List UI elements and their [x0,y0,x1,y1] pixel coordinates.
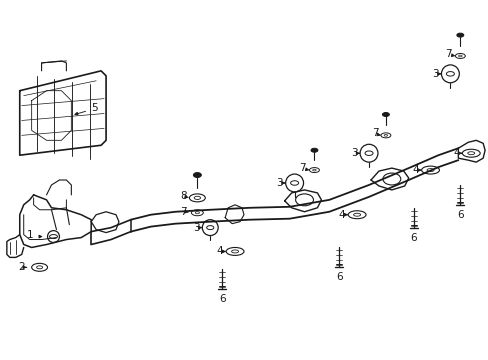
Text: 2: 2 [19,262,25,272]
Ellipse shape [310,148,317,152]
Text: 6: 6 [409,233,416,243]
Text: 8: 8 [180,191,186,201]
Text: 5: 5 [91,103,97,113]
Text: 3: 3 [350,148,357,158]
Text: 4: 4 [411,165,418,175]
Text: 6: 6 [335,272,342,282]
Text: 3: 3 [276,178,283,188]
Text: 3: 3 [193,222,199,233]
Ellipse shape [382,113,388,117]
Text: 1: 1 [26,230,33,239]
Ellipse shape [193,172,201,177]
Text: 7: 7 [180,207,186,217]
Text: 7: 7 [299,163,305,173]
Text: 7: 7 [371,129,378,138]
Text: 7: 7 [444,49,451,59]
Text: 6: 6 [219,294,225,304]
Text: 3: 3 [431,69,438,79]
Text: 4: 4 [217,247,223,256]
Text: 4: 4 [338,210,345,220]
Text: 4: 4 [452,148,459,158]
Text: 6: 6 [456,210,463,220]
Ellipse shape [456,33,463,37]
